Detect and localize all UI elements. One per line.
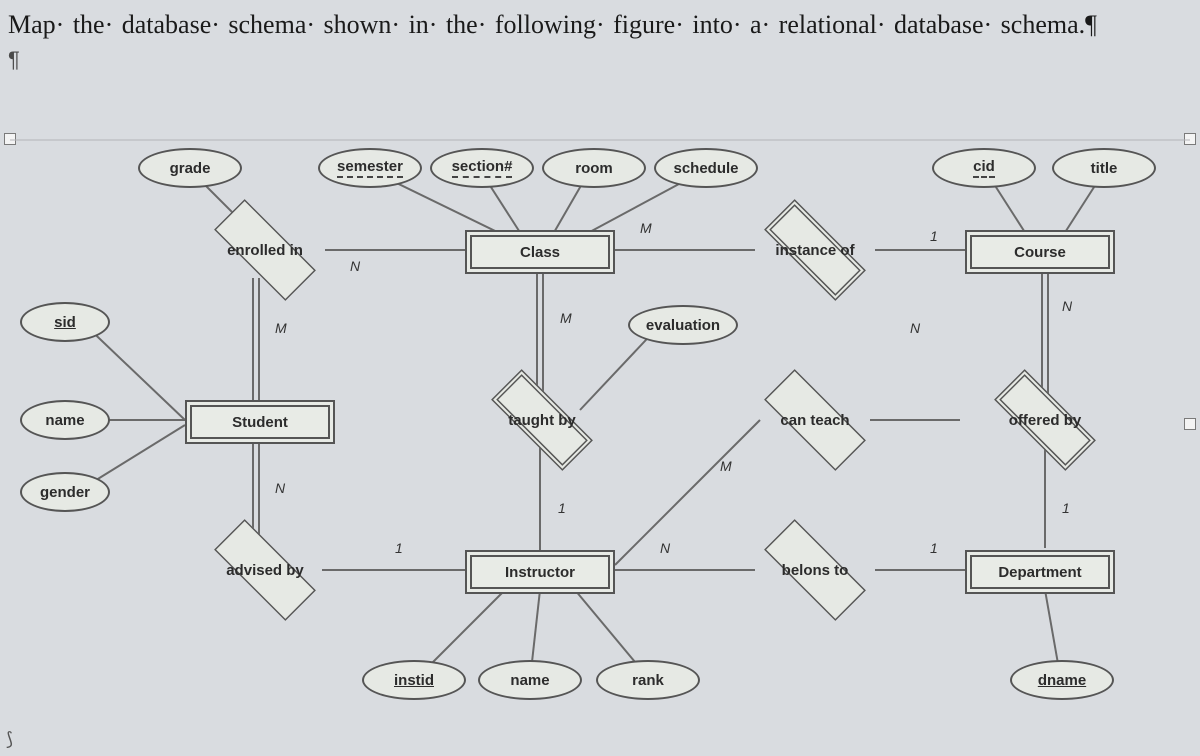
attr-schedule: schedule <box>654 148 758 188</box>
question-line: Map· the· database· schema· shown· in· t… <box>8 10 1097 39</box>
attr-instid: instid <box>362 660 466 700</box>
attr-rank: rank <box>596 660 700 700</box>
attr-title: title <box>1052 148 1156 188</box>
card-offered-dept-1: 1 <box>1062 500 1070 516</box>
rel-advised-by: advised by <box>195 540 335 600</box>
rel-can-teach: can teach <box>745 390 885 450</box>
card-canteach-n: N <box>910 320 920 336</box>
rel-enrolled-in: enrolled in <box>195 220 335 280</box>
attr-name-student: name <box>20 400 110 440</box>
rel-taught-by: taught by <box>472 390 612 450</box>
question-text: Map· the· database· schema· shown· in· t… <box>8 8 1192 76</box>
attr-gender: gender <box>20 472 110 512</box>
attr-room: room <box>542 148 646 188</box>
attr-name-instr: name <box>478 660 582 700</box>
rel-belons-to: belons to <box>745 540 885 600</box>
attr-grade: grade <box>138 148 242 188</box>
attr-cid: cid <box>932 148 1036 188</box>
attr-dname: dname <box>1010 660 1114 700</box>
entity-department: Department <box>965 550 1115 594</box>
attr-semester: semester <box>318 148 422 188</box>
er-diagram: grade semester section# room schedule ci… <box>0 120 1200 756</box>
attr-section-no: section# <box>430 148 534 188</box>
card-advised-instr-1: 1 <box>395 540 403 556</box>
pilcrow-mark: ¶ <box>8 47 20 72</box>
rel-instance-of: instance of <box>745 220 885 280</box>
card-belons-dept-1: 1 <box>930 540 938 556</box>
entity-instructor: Instructor <box>465 550 615 594</box>
card-instance-course-1: 1 <box>930 228 938 244</box>
attr-sid: sid <box>20 302 110 342</box>
card-instr-belons-n: N <box>660 540 670 556</box>
card-course-offered-n: N <box>1062 298 1072 314</box>
card-enrolled-class-n: N <box>350 258 360 274</box>
card-canteach-m: M <box>720 458 732 474</box>
attr-evaluation: evaluation <box>628 305 738 345</box>
entity-student: Student <box>185 400 335 444</box>
rel-offered-by: offered by <box>975 390 1115 450</box>
entity-class: Class <box>465 230 615 274</box>
card-taught-instr-1: 1 <box>558 500 566 516</box>
anchor-icon: ⟆ <box>6 729 13 750</box>
card-student-enrolled-m: M <box>275 320 287 336</box>
card-class-instance-m: M <box>640 220 652 236</box>
card-student-advised-n: N <box>275 480 285 496</box>
card-class-taught-m: M <box>560 310 572 326</box>
entity-course: Course <box>965 230 1115 274</box>
